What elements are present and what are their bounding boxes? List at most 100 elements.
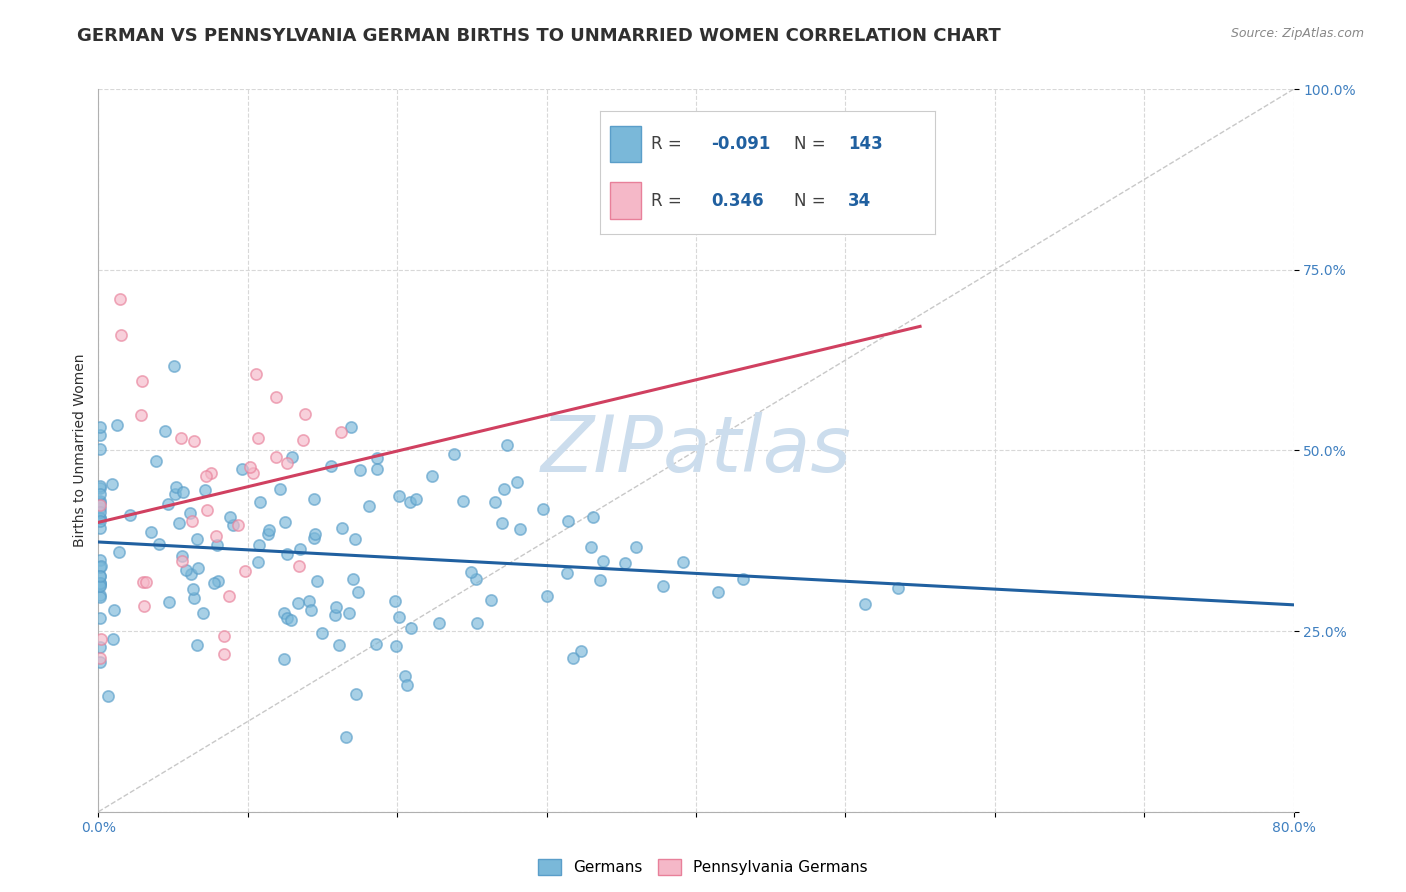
Point [465,573,488,587]
Point [344,687,367,701]
Point [273,652,295,666]
Point [276,547,298,561]
Point [242,467,264,481]
Point [135,575,157,590]
Point [165,486,187,500]
Point [172,554,194,568]
Point [264,450,287,465]
Text: ZIPatlas: ZIPatlas [540,412,852,489]
Point [89,442,111,456]
Point [207,574,229,588]
Point [132,575,155,590]
Point [399,494,422,508]
Point [145,454,167,468]
Point [245,368,267,382]
Point [264,390,287,404]
Point [853,597,876,611]
Point [89,494,111,508]
Point [247,538,270,552]
Point [491,516,513,530]
Point [505,475,527,489]
Point [385,639,408,653]
Point [89,579,111,593]
Point [288,558,311,573]
Point [427,615,450,630]
Point [89,640,111,654]
Point [205,528,228,542]
Point [205,539,228,553]
Point [155,424,177,438]
Point [186,638,208,652]
Point [202,575,225,590]
Point [89,479,111,493]
Point [257,527,280,541]
Point [531,502,554,516]
Point [170,431,193,445]
Point [388,610,411,624]
Point [89,578,111,592]
Point [624,540,647,554]
Point [89,655,111,669]
Point [129,408,152,422]
Point [174,563,197,577]
Point [291,434,314,448]
Point [337,606,360,620]
Point [170,549,193,563]
Point [273,606,295,620]
Point [89,501,111,516]
Point [180,566,202,581]
Point [249,495,271,509]
Point [180,514,202,528]
Point [582,510,605,524]
Point [304,527,326,541]
Point [887,581,910,595]
Point [157,497,180,511]
Point [561,651,583,665]
Point [239,460,262,475]
Point [89,560,111,574]
Point [194,483,217,497]
Point [257,523,280,537]
Point [281,450,304,464]
Point [453,493,475,508]
Point [323,608,346,623]
Point [89,590,111,604]
Point [89,510,111,524]
Point [157,595,180,609]
Point [165,480,187,494]
Point [269,482,291,496]
Point [569,643,592,657]
Point [110,328,132,343]
Text: Source: ZipAtlas.com: Source: ZipAtlas.com [1230,27,1364,40]
Point [302,492,325,507]
Point [108,293,131,307]
Point [134,599,156,613]
Point [89,487,111,501]
Point [394,668,416,682]
Point [388,489,411,503]
Point [311,626,333,640]
Point [218,589,240,603]
Point [101,632,124,647]
Point [89,510,111,524]
Point [340,420,363,434]
Point [280,614,302,628]
Point [90,559,112,574]
Point [443,447,465,461]
Point [200,466,222,480]
Point [274,515,297,529]
Point [214,647,236,661]
Point [557,514,579,528]
Point [484,495,506,509]
Point [330,521,353,535]
Point [247,431,270,445]
Point [349,463,371,477]
Point [105,417,128,432]
Point [89,481,111,495]
Point [509,523,531,537]
Point [364,637,387,651]
Point [89,569,111,583]
Point [89,419,111,434]
Point [235,564,257,578]
Legend: Germans, Pennsylvania Germans: Germans, Pennsylvania Germans [534,855,872,880]
